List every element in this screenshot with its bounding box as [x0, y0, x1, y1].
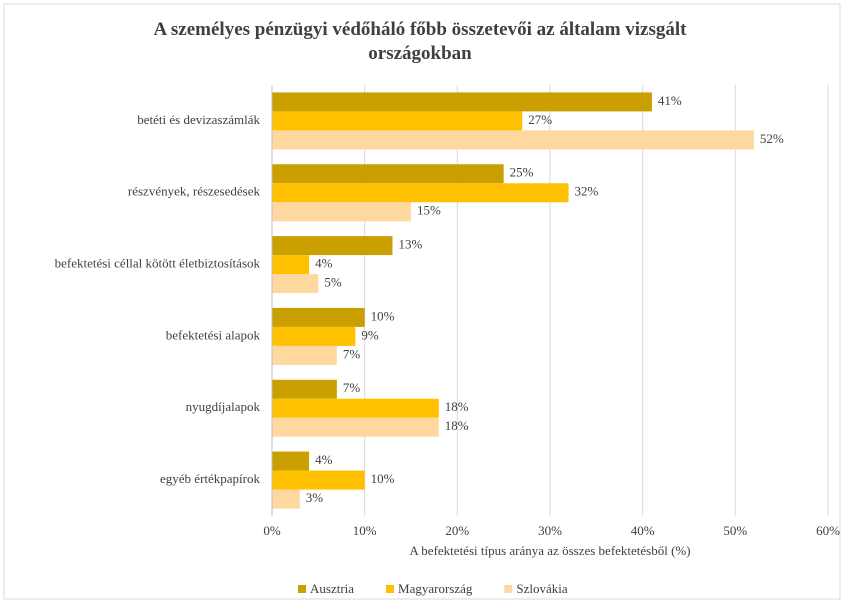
data-label: 4%: [315, 256, 333, 271]
bar: [272, 255, 310, 275]
legend-label: Magyarország: [398, 581, 473, 596]
data-label: 9%: [361, 327, 379, 342]
bar: [272, 202, 411, 222]
data-label: 7%: [343, 346, 361, 361]
y-tick-label: egyéb értékpapírok: [160, 471, 260, 486]
data-label: 3%: [306, 490, 324, 505]
bar: [272, 92, 652, 112]
bar: [272, 307, 365, 327]
data-label: 10%: [371, 308, 395, 323]
bar: [272, 417, 439, 437]
y-tick-label: betéti és devizaszámlák: [137, 112, 260, 127]
bar: [272, 470, 365, 490]
legend-label: Szlovákia: [516, 581, 567, 596]
bar: [272, 345, 337, 365]
data-label: 18%: [445, 418, 469, 433]
bar: [272, 379, 337, 399]
y-tick-label: részvények, részesedések: [128, 184, 261, 199]
data-label: 4%: [315, 452, 333, 467]
data-label: 10%: [371, 471, 395, 486]
data-label: 52%: [760, 131, 784, 146]
bar: [272, 274, 319, 294]
bar: [272, 398, 439, 418]
x-tick-label: 40%: [631, 523, 655, 538]
x-tick-label: 10%: [353, 523, 377, 538]
y-tick-label: nyugdíjalapok: [186, 399, 261, 414]
data-label: 7%: [343, 380, 361, 395]
bar: [272, 111, 523, 131]
bar: [272, 130, 754, 150]
data-label: 25%: [510, 165, 534, 180]
chart-title: A személyes pénzügyi védőháló főbb össze…: [153, 19, 687, 64]
x-tick-label: 20%: [445, 523, 469, 538]
data-label: 41%: [658, 93, 682, 108]
data-label: 13%: [398, 237, 422, 252]
legend-swatch: [298, 585, 306, 593]
x-tick-label: 50%: [723, 523, 747, 538]
bar: [272, 236, 393, 256]
bar: [272, 451, 310, 471]
data-label: 32%: [575, 184, 599, 199]
data-label: 5%: [324, 275, 342, 290]
data-label: 18%: [445, 399, 469, 414]
data-label: 15%: [417, 203, 441, 218]
chart-border: [3, 3, 841, 600]
legend-swatch: [504, 585, 513, 593]
x-axis-label: A befektetési típus aránya az összes bef…: [409, 543, 690, 558]
legend-swatch: [386, 585, 395, 593]
x-tick-label: 0%: [263, 523, 281, 538]
bar: [272, 326, 356, 346]
x-tick-label: 60%: [816, 523, 840, 538]
x-tick-label: 30%: [538, 523, 562, 538]
bar: [272, 489, 300, 509]
bar: [272, 164, 504, 184]
legend-label: Ausztria: [310, 581, 354, 596]
y-tick-label: befektetési céllal kötött életbiztosítás…: [55, 256, 261, 271]
data-label: 27%: [528, 112, 552, 127]
bar: [272, 183, 569, 203]
y-tick-label: befektetési alapok: [166, 327, 261, 342]
